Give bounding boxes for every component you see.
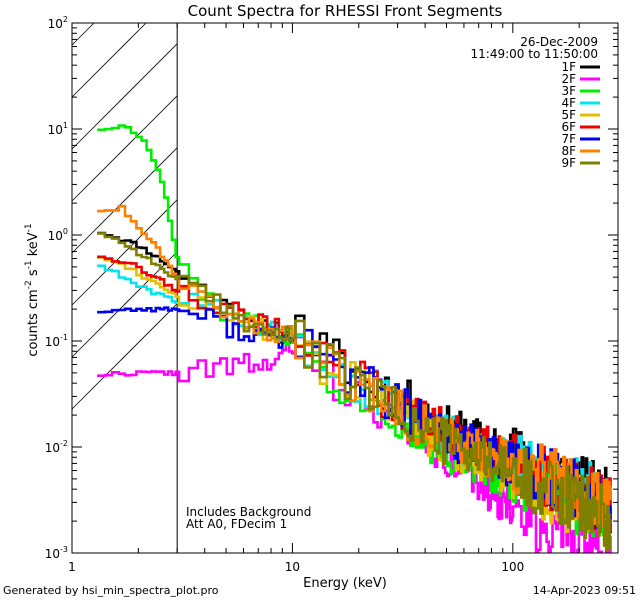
hatch-line [71,22,147,98]
y-tick-label: 102 [48,15,68,31]
x-axis-label: Energy (keV) [303,576,387,591]
legend-label-1F: 1F [561,60,576,74]
footer-timestamp: 14-Apr-2023 09:51 [533,584,636,597]
y-tick-label: 10-1 [45,333,68,349]
footer-generated-by: Generated by hsi_min_spectra_plot.pro [3,584,219,597]
legend-label-5F: 5F [561,108,576,122]
axes [71,22,619,554]
hatch-line [71,199,178,306]
hatch-line [71,95,178,202]
hatch-line [71,147,178,254]
time-range-label: 11:49:00 to 11:50:00 [471,47,598,61]
ylabel-part: counts cm [26,289,41,356]
legend-label-8F: 8F [561,144,576,158]
legend-label-2F: 2F [561,72,576,86]
annotation-background: Includes Background [186,505,311,519]
ylabel-part: keV [26,232,41,260]
ylabel-exp: -1 [24,260,34,269]
legend-label-6F: 6F [561,120,576,134]
y-tick-label: 10-2 [45,439,68,455]
annotation-attenuator: Att A0, FDecim 1 [186,517,287,531]
chart-title: Count Spectra for RHESSI Front Segments [188,2,503,20]
y-axis-label: counts cm-2 s-1 keV-1 [24,223,41,356]
x-axis-ticks: 1 10 100 [68,23,619,574]
y-tick-label: 101 [48,121,68,137]
y-tick-label: 10-3 [45,545,68,561]
ylabel-part: s [26,269,41,280]
series-line-9F [97,232,612,552]
series-lines [97,124,612,553]
plot-frame [71,22,619,554]
series-line-7F [97,306,612,529]
ylabel-exp: -1 [24,223,34,232]
hatch-line [71,303,178,410]
legend-label-9F: 9F [561,156,576,170]
hatch-line [71,22,95,46]
date-label: 26-Dec-2009 [520,35,598,49]
x-tick-label: 100 [501,560,524,574]
x-tick-label: 1 [68,560,76,574]
legend-label-7F: 7F [561,132,576,146]
legend-label-3F: 3F [561,84,576,98]
ylabel-exp: -2 [24,280,34,289]
hatched-region [71,22,178,553]
x-tick-label: 10 [285,560,300,574]
hatch-line [71,43,178,150]
y-axis-ticks: 102 101 100 10-1 10-2 10-3 [45,15,618,561]
legend-label-4F: 4F [561,96,576,110]
y-tick-label: 100 [48,227,68,243]
